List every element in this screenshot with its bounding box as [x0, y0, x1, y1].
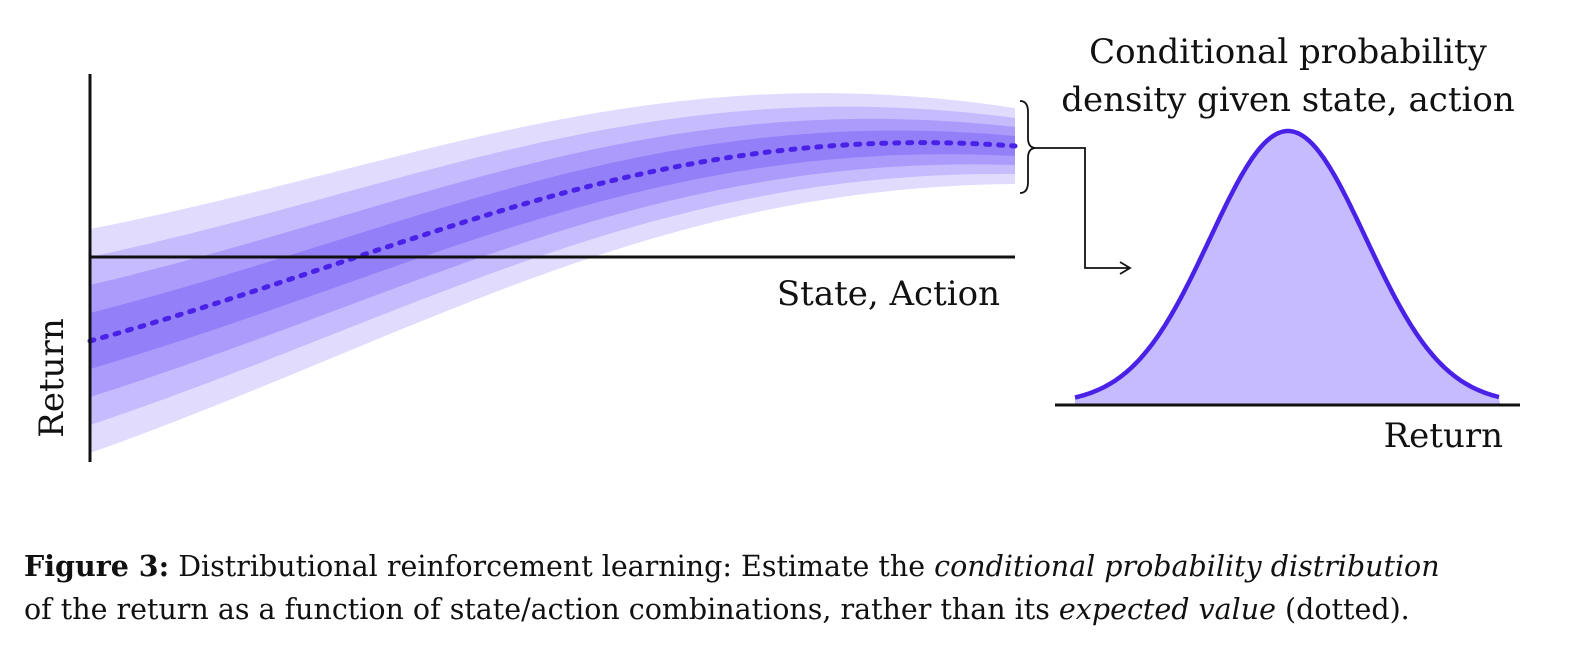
band-second: [90, 106, 1015, 425]
arrow-head: [1119, 261, 1132, 275]
connector-arrow: [1036, 147, 1128, 269]
density-title-line1: Conditional probability: [1089, 32, 1487, 72]
caption-emphasis-1: conditional probability distribution: [934, 550, 1440, 583]
density-curve-fill: [1075, 131, 1500, 404]
density-x-axis-label: Return: [1384, 416, 1503, 456]
state-action-axis-label: State, Action: [777, 274, 1000, 314]
density-curve: [1074, 128, 1500, 400]
caption-emphasis-2: expected value: [1058, 593, 1276, 626]
caption-text-1: Distributional reinforcement learning: E…: [169, 550, 935, 583]
brace: [1019, 100, 1037, 194]
caption-label: Figure 3:: [24, 549, 170, 583]
caption-line-1: Figure 3: Distributional reinforcement l…: [24, 545, 1554, 588]
expected-value-dotted-line: [87, 140, 1018, 344]
distributional-rl-diagram: State, Action Return Conditional probabi…: [32, 32, 1520, 462]
caption-text-3: (dotted).: [1275, 593, 1410, 626]
figure-caption: Figure 3: Distributional reinforcement l…: [24, 545, 1554, 631]
density-title-line2: density given state, action: [1061, 80, 1514, 120]
caption-line-2: of the return as a function of state/act…: [24, 588, 1554, 631]
band-inner: [90, 130, 1015, 369]
return-axis-label: Return: [32, 318, 72, 437]
caption-text-2: of the return as a function of state/act…: [24, 593, 1059, 626]
